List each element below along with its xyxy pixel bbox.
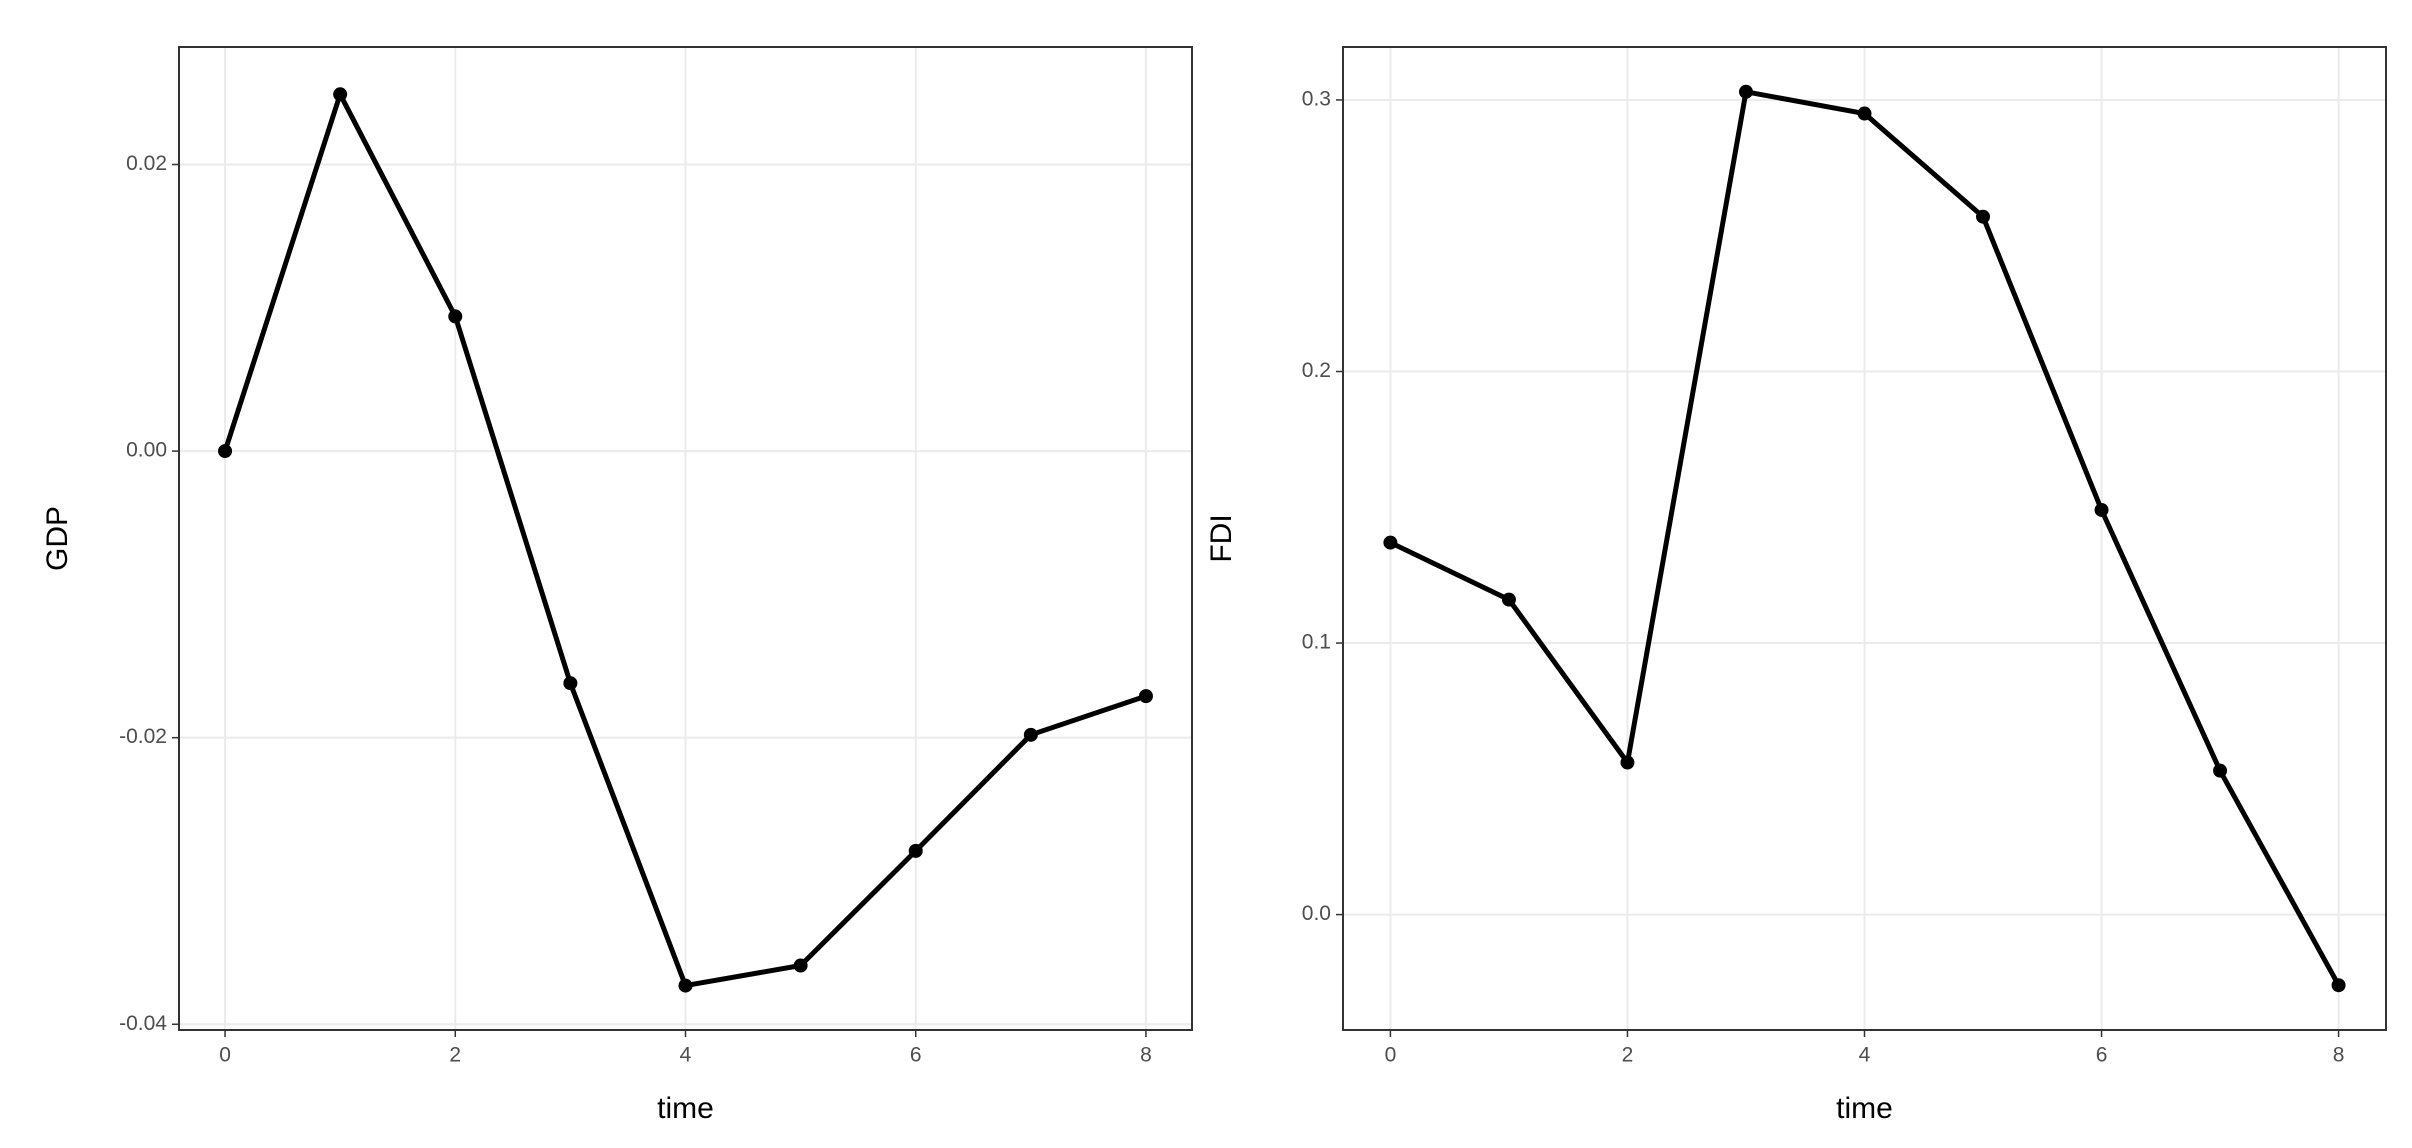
y-tick-label: 0.02: [126, 152, 167, 175]
data-point: [1738, 84, 1753, 99]
data-point: [908, 843, 923, 858]
plot-border: [178, 46, 1193, 1031]
y-tick-label: 0.0: [1302, 902, 1331, 925]
y-tick-label: -0.02: [119, 725, 167, 748]
x-tick-label: 6: [2096, 1044, 2108, 1067]
x-tick-label: 2: [1622, 1044, 1634, 1067]
data-point: [333, 87, 348, 102]
data-point: [2094, 502, 2109, 517]
data-point: [2331, 978, 2346, 993]
data-point: [1383, 535, 1398, 550]
x-tick-label: 0: [219, 1044, 231, 1067]
x-tick-label: 4: [1859, 1044, 1871, 1067]
y-tick-label: 0.1: [1302, 631, 1331, 654]
data-point: [1857, 106, 1872, 121]
y-axis-title: GDP: [41, 506, 74, 571]
data-point: [678, 978, 693, 993]
data-point: [563, 676, 578, 691]
data-point: [1501, 592, 1516, 607]
data-point: [793, 958, 808, 973]
data-point: [1023, 727, 1038, 742]
y-axis-title: FDI: [1205, 514, 1238, 562]
data-point: [2213, 763, 2228, 778]
data-point: [218, 444, 233, 459]
data-point: [1976, 209, 1991, 224]
y-tick-label: 0.2: [1302, 359, 1331, 382]
x-tick-label: 4: [680, 1044, 692, 1067]
x-tick-label: 8: [1140, 1044, 1152, 1067]
data-point: [1138, 689, 1153, 704]
x-tick-label: 0: [1385, 1044, 1397, 1067]
x-tick-label: 2: [449, 1044, 461, 1067]
x-tick-label: 8: [2333, 1044, 2345, 1067]
x-tick-label: 6: [910, 1044, 922, 1067]
x-axis-title: time: [657, 1092, 714, 1125]
y-tick-label: 0.00: [126, 439, 167, 462]
y-tick-label: -0.04: [119, 1012, 167, 1035]
plot-border: [1342, 46, 2387, 1031]
y-tick-label: 0.3: [1302, 87, 1331, 110]
x-axis-title: time: [1836, 1092, 1893, 1125]
data-point: [1620, 755, 1635, 770]
data-point: [448, 309, 463, 324]
